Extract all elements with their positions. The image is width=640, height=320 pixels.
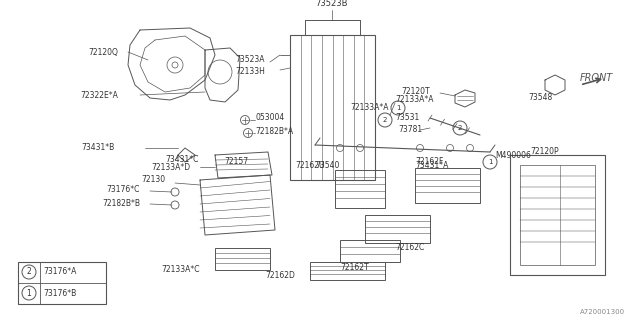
Text: 73548: 73548: [528, 93, 552, 102]
Text: M490006: M490006: [495, 150, 531, 159]
Text: 72133A*A: 72133A*A: [395, 95, 433, 105]
Text: 72133A*A: 72133A*A: [350, 103, 388, 113]
Text: 72120Q: 72120Q: [88, 47, 118, 57]
Bar: [18, 262, 106, 304]
Text: 73781: 73781: [398, 125, 422, 134]
Text: 73431*B: 73431*B: [82, 143, 115, 153]
Text: 73431*A: 73431*A: [415, 161, 449, 170]
Text: 053004: 053004: [255, 114, 284, 123]
Text: FRONT: FRONT: [580, 73, 613, 83]
Text: 72322E*A: 72322E*A: [80, 91, 118, 100]
Bar: [290, 35, 375, 180]
Bar: [415, 168, 480, 203]
Bar: [520, 165, 595, 265]
Text: 72120P: 72120P: [530, 148, 559, 156]
Text: 72133A*C: 72133A*C: [161, 266, 200, 275]
Text: 72182B*B: 72182B*B: [102, 199, 140, 209]
Text: 73540: 73540: [315, 161, 339, 170]
Text: 72162U: 72162U: [296, 161, 325, 170]
Bar: [340, 240, 400, 262]
Text: 2: 2: [458, 125, 462, 131]
Bar: [215, 248, 270, 270]
Text: 72162C: 72162C: [395, 244, 424, 252]
Text: 73523A: 73523A: [236, 55, 265, 65]
Text: 1: 1: [396, 105, 400, 111]
Text: 73431*C: 73431*C: [165, 156, 198, 164]
Bar: [310, 262, 385, 280]
Text: 72162T: 72162T: [340, 263, 369, 273]
Bar: [335, 170, 385, 208]
Text: 72133H: 72133H: [235, 68, 265, 76]
Bar: [510, 155, 605, 275]
Text: 2: 2: [27, 268, 31, 276]
Text: 72130: 72130: [141, 175, 165, 185]
Text: 72120T: 72120T: [401, 87, 430, 97]
Text: 72182B*A: 72182B*A: [255, 127, 293, 137]
Text: 72133A*D: 72133A*D: [151, 164, 190, 172]
Text: 73176*A: 73176*A: [43, 268, 76, 276]
Text: 73531: 73531: [395, 114, 419, 123]
Text: 72157: 72157: [224, 157, 248, 166]
Text: 73176*B: 73176*B: [43, 289, 76, 298]
Text: A720001300: A720001300: [580, 309, 625, 315]
Text: 1: 1: [27, 289, 31, 298]
Text: 1: 1: [488, 159, 492, 165]
Text: 73176*C: 73176*C: [107, 186, 140, 195]
Text: 72162D: 72162D: [265, 270, 295, 279]
Bar: [365, 215, 430, 243]
Text: 72162F: 72162F: [415, 157, 444, 166]
Text: 2: 2: [383, 117, 387, 123]
Text: 73523B: 73523B: [316, 0, 348, 8]
